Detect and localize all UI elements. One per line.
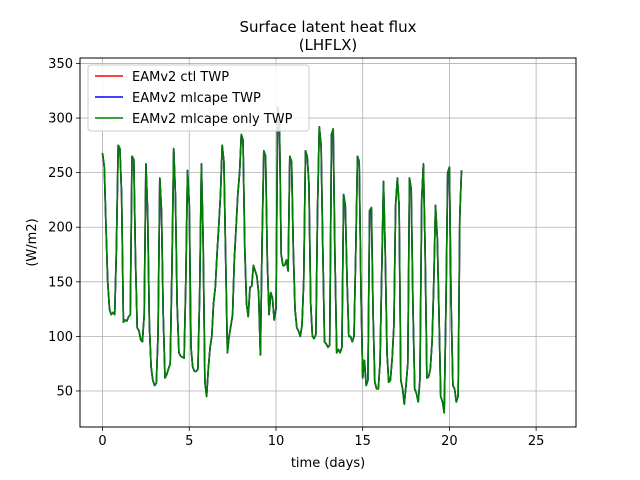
chart-subtitle: (LHFLX) bbox=[299, 36, 358, 54]
y-tick-label: 300 bbox=[48, 112, 73, 127]
x-tick-label: 0 bbox=[98, 434, 106, 449]
x-tick-label: 15 bbox=[354, 434, 371, 449]
x-axis-label: time (days) bbox=[291, 456, 365, 471]
legend-box bbox=[87, 64, 310, 132]
y-tick-label: 200 bbox=[48, 221, 73, 236]
plot-frame bbox=[79, 57, 577, 428]
y-tick-label: 100 bbox=[48, 330, 73, 345]
y-tick-label: 350 bbox=[48, 57, 73, 72]
legend-label: EAMv2 ctl TWP bbox=[132, 70, 229, 85]
axes: 0 5 10 15 20 25 50 100 150 200 250 300 350 bbox=[48, 57, 544, 449]
x-tick-label: 10 bbox=[268, 434, 285, 449]
legend-label: EAMv2 mlcape only TWP bbox=[132, 112, 293, 127]
y-tick-label: 50 bbox=[56, 384, 73, 399]
y-tick-label: 150 bbox=[48, 275, 73, 290]
y-tick-label: 250 bbox=[48, 166, 73, 181]
x-tick-label: 5 bbox=[185, 434, 193, 449]
x-tick-label: 25 bbox=[528, 434, 545, 449]
x-tick-label: 20 bbox=[441, 434, 458, 449]
legend: EAMv2 ctl TWP EAMv2 mlcape TWP EAMv2 mlcap… bbox=[87, 64, 310, 132]
y-axis-label: (W/m2) bbox=[25, 218, 40, 266]
chart-title: Surface latent heat flux bbox=[240, 18, 417, 36]
series-line-3 bbox=[101, 106, 463, 414]
series-lines bbox=[101, 106, 463, 414]
legend-label: EAMv2 mlcape TWP bbox=[132, 91, 261, 106]
